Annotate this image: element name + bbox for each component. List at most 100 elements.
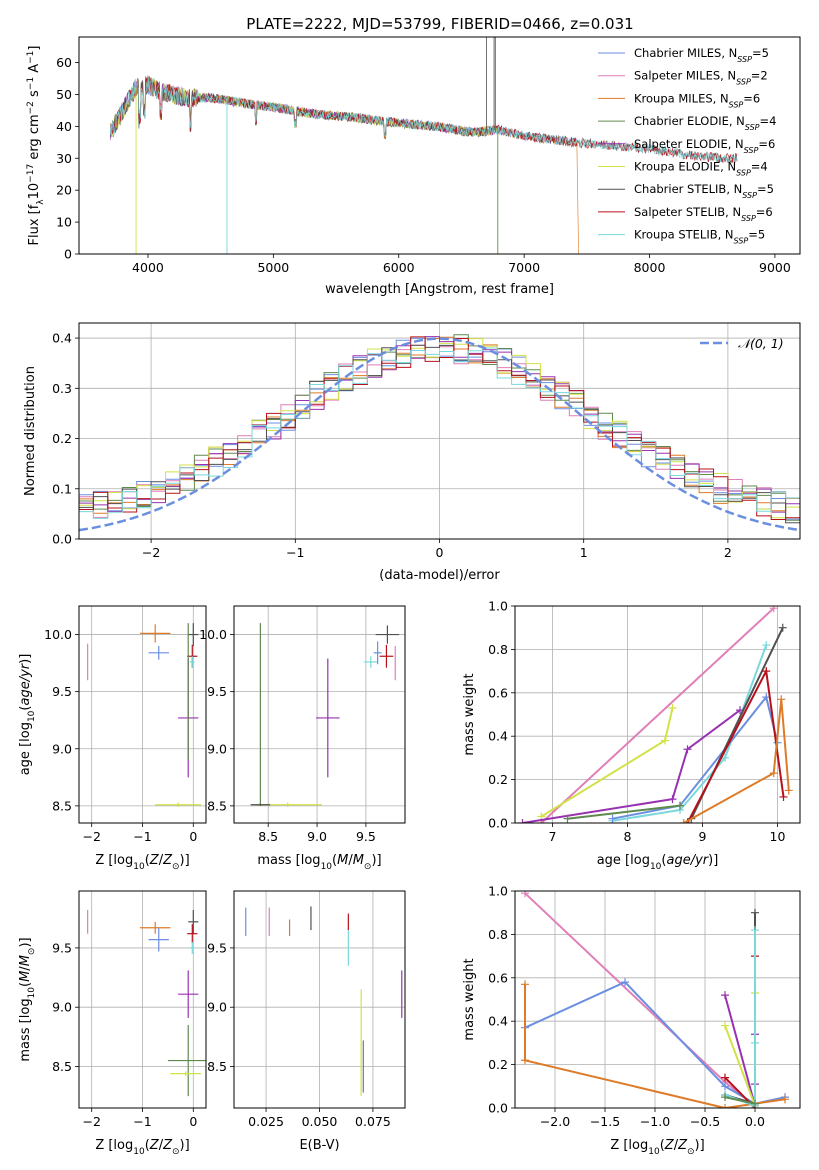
errorbar-point (167, 1024, 206, 1097)
axes-age-vs-Z: −2 −1 0 8.5 9.0 9.5 10.0 Z [log10(Z/Z⊙)] age [lo… (18, 605, 207, 872)
y-axis-label: mass weight (462, 673, 477, 755)
weight-line-chabrier-elodie (724, 1096, 756, 1105)
y-tick-label: 0.1 (52, 481, 72, 496)
x-tick-label: 0 (189, 1114, 197, 1129)
axes-frame (514, 890, 801, 1109)
x-axis-label: Z [log10(Z/Z⊙)] (95, 853, 189, 872)
y-tick-label: 9.0 (52, 741, 72, 756)
errorbar-point (187, 623, 189, 761)
spectrum-line-salpeter-stelib (109, 77, 738, 163)
plot-area (79, 334, 800, 539)
y-tick-label: 0.8 (488, 642, 508, 657)
x-tick-label: 0 (189, 829, 197, 844)
weight-marker (521, 1056, 529, 1065)
x-tick-label: 7000 (508, 260, 540, 275)
errorbar-point (139, 921, 171, 934)
errorbar-point (379, 644, 394, 668)
y-tick-label: 10 (56, 215, 72, 230)
x-tick-label: 8000 (634, 260, 666, 275)
weight-marker (676, 801, 684, 810)
errorbar-point (316, 658, 340, 778)
errorbar-point (189, 656, 195, 668)
errorbar-point (373, 641, 382, 665)
legend-entry: Kroupa STELIB, NSSP=5 (634, 228, 765, 246)
y-tick-label: 0 (64, 247, 72, 262)
weight-line-kroupa-stelib (724, 930, 756, 1108)
errorbar-point (363, 656, 378, 668)
histogram-chabrier-stelib (79, 344, 800, 539)
y-tick-label: 9.0 (207, 1000, 227, 1015)
axes-mass-vs-ebv: 0.025 0.050 0.075 8.5 9.0 9.5 E(B-V) (207, 890, 406, 1153)
y-tick-label: 60 (56, 55, 72, 70)
x-tick-label: 9.5 (356, 829, 376, 844)
weight-marker (679, 819, 688, 823)
weight-marker (721, 1104, 729, 1108)
x-tick-label: 10 (770, 829, 786, 844)
spectrum-line-chabrier-stelib (109, 77, 738, 164)
axes-mass-weight-vs-age: 7 8 9 10 0.0 0.2 0.4 0.6 0.8 1.0 age [log10(age/yr… (462, 599, 801, 872)
weight-line-kroupa-stelib (612, 644, 768, 822)
plot-area (245, 906, 403, 1097)
errorbar-point (178, 970, 199, 1018)
x-tick-label: −1.5 (590, 1114, 620, 1129)
y-axis-label: mass weight (462, 958, 477, 1040)
y-tick-label: 9.5 (52, 940, 72, 955)
x-tick-label: 0.0 (745, 1114, 765, 1129)
figure-title: PLATE=2222, MJD=53799, FIBERID=0466, z=0… (246, 15, 633, 33)
normal-curve (79, 337, 800, 532)
errorbar-point (139, 624, 171, 643)
axes-mass-vs-Z: −2 −1 0 8.5 9.0 9.5 Z [log10(Z/Z⊙)] mass [log10… (18, 890, 207, 1157)
y-tick-label: 0.0 (488, 816, 508, 831)
weight-marker (683, 745, 692, 754)
x-tick-label: −1 (286, 545, 304, 560)
x-tick-label: 9.0 (307, 829, 327, 844)
weight-marker (721, 1021, 729, 1030)
x-tick-label: −2.0 (540, 1114, 570, 1129)
y-tick-label: 0.6 (488, 685, 508, 700)
y-tick-label: 1.0 (488, 599, 508, 614)
x-tick-label: −1 (133, 829, 151, 844)
x-axis-label: (data-model)/error (379, 568, 500, 583)
legend-entry: Salpeter ELODIE, NSSP=6 (634, 137, 775, 155)
y-tick-label: 30 (56, 151, 72, 166)
y-tick-label: 0.3 (52, 381, 72, 396)
x-axis-label: wavelength [Angstrom, rest frame] (325, 282, 554, 297)
axes-frame (233, 890, 406, 1109)
x-tick-label: −0.5 (690, 1114, 720, 1129)
y-axis-label: Normed distribution (23, 366, 38, 496)
errorbar-point (250, 803, 271, 806)
legend-entry: Chabrier ELODIE, NSSP=4 (634, 114, 776, 132)
weight-line-salpeter-miles (524, 892, 756, 1107)
weight-marker (661, 736, 669, 745)
weight-marker (751, 908, 759, 917)
x-axis-label: age [log10(age/yr)] (597, 853, 719, 872)
x-tick-label: 4000 (132, 260, 164, 275)
weight-marker (621, 978, 629, 987)
y-tick-label: 0.2 (52, 431, 72, 446)
plot-area (518, 606, 793, 823)
weight-marker (721, 1093, 729, 1102)
weight-marker (668, 795, 677, 804)
weight-marker (779, 792, 788, 801)
y-axis-label: Flux [fλ10−17 erg cm−2 s−1 A−1] (26, 46, 46, 246)
x-axis-label: mass [log10(M/M⊙)] (257, 853, 381, 872)
weight-marker (751, 1099, 759, 1108)
x-tick-label: −1 (133, 1114, 151, 1129)
weight-marker (762, 667, 771, 676)
y-tick-label: 20 (56, 183, 72, 198)
spectrum-line-kroupa-stelib (109, 77, 738, 164)
y-tick-label: 0.4 (488, 729, 508, 744)
legend-entry: Chabrier MILES, NSSP=5 (634, 46, 769, 64)
axes-frame (78, 605, 207, 824)
weight-marker (769, 769, 778, 778)
weight-marker (721, 991, 729, 1000)
x-tick-label: 9000 (759, 260, 791, 275)
axes-residual-histogram: −2 −1 0 1 2 0.0 0.1 0.2 0.3 0.4 (data-model)/error… (23, 322, 801, 583)
weight-marker (563, 814, 572, 823)
y-tick-label: 0.0 (52, 532, 72, 547)
weight-marker (777, 695, 786, 704)
axes-age-vs-mass: 8.5 9.0 9.5 8.5 9.0 9.5 10.0 mass [log10(M/M⊙)] (199, 605, 406, 872)
x-tick-label: 8 (624, 829, 632, 844)
weight-marker (778, 623, 787, 632)
plot-area (250, 623, 400, 808)
